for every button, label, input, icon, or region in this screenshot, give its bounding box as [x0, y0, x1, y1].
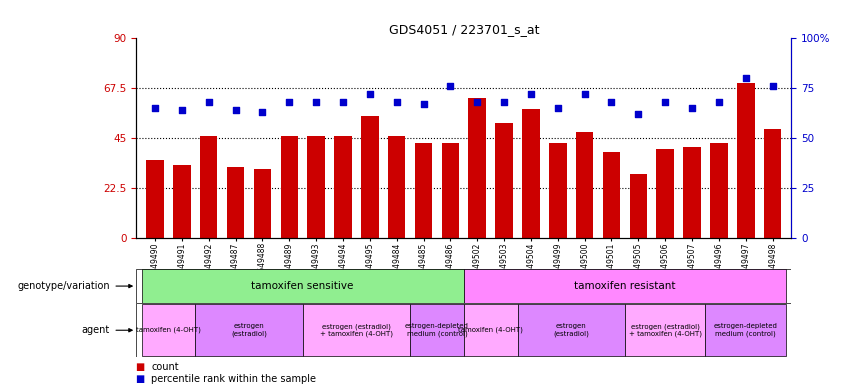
Point [443, 83, 457, 89]
Point [578, 91, 591, 98]
Bar [173, 165, 191, 238]
Bar [281, 136, 298, 238]
Bar [630, 174, 647, 238]
Point [659, 99, 672, 105]
Point [471, 99, 484, 105]
Bar [195, 305, 303, 356]
Text: ■: ■ [136, 362, 149, 372]
Text: estrogen
(estradiol): estrogen (estradiol) [553, 323, 589, 337]
Bar [307, 136, 325, 238]
Point [255, 109, 269, 115]
Bar [495, 123, 513, 238]
Bar [146, 161, 163, 238]
Bar [200, 136, 217, 238]
Bar [254, 169, 271, 238]
Bar [683, 147, 700, 238]
Text: tamoxifen (4-OHT): tamoxifen (4-OHT) [458, 327, 523, 333]
Point [524, 91, 538, 98]
Text: estrogen-depleted
medium (control): estrogen-depleted medium (control) [405, 323, 469, 337]
Point [712, 99, 726, 105]
Point [175, 107, 189, 113]
Bar [414, 143, 432, 238]
Text: percentile rank within the sample: percentile rank within the sample [151, 374, 317, 384]
Point [202, 99, 215, 105]
Bar [517, 305, 625, 356]
Point [283, 99, 296, 105]
Point [685, 105, 699, 111]
Text: estrogen-depleted
medium (control): estrogen-depleted medium (control) [714, 323, 778, 337]
Text: tamoxifen resistant: tamoxifen resistant [574, 281, 676, 291]
Bar [469, 98, 486, 238]
Text: genotype/variation: genotype/variation [17, 281, 110, 291]
Text: estrogen (estradiol)
+ tamoxifen (4-OHT): estrogen (estradiol) + tamoxifen (4-OHT) [320, 323, 393, 337]
Bar [523, 109, 540, 238]
Text: estrogen
(estradiol): estrogen (estradiol) [231, 323, 267, 337]
Point [417, 101, 431, 108]
Point [363, 91, 377, 98]
Text: agent: agent [82, 325, 110, 335]
Point [390, 99, 403, 105]
Text: tamoxifen (4-OHT): tamoxifen (4-OHT) [136, 327, 201, 333]
Point [229, 107, 243, 113]
Bar [576, 132, 593, 238]
Point [309, 99, 323, 105]
Bar [334, 136, 351, 238]
Text: tamoxifen sensitive: tamoxifen sensitive [252, 281, 354, 291]
Bar [442, 143, 459, 238]
Bar [464, 270, 786, 303]
Bar [656, 149, 674, 238]
Bar [141, 305, 195, 356]
Text: ■: ■ [136, 374, 149, 384]
Bar [227, 167, 244, 238]
Bar [711, 143, 728, 238]
Bar [410, 305, 464, 356]
Bar [603, 152, 620, 238]
Bar [705, 305, 786, 356]
Point [551, 105, 564, 111]
Title: GDS4051 / 223701_s_at: GDS4051 / 223701_s_at [389, 23, 539, 36]
Point [148, 105, 162, 111]
Bar [625, 305, 705, 356]
Point [631, 111, 645, 118]
Bar [361, 116, 379, 238]
Bar [764, 129, 781, 238]
Point [605, 99, 619, 105]
Point [766, 83, 780, 89]
Bar [737, 83, 755, 238]
Bar [141, 270, 464, 303]
Point [336, 99, 350, 105]
Point [739, 75, 752, 81]
Bar [549, 143, 567, 238]
Text: count: count [151, 362, 179, 372]
Bar [303, 305, 410, 356]
Bar [388, 136, 405, 238]
Bar [464, 305, 517, 356]
Text: estrogen (estradiol)
+ tamoxifen (4-OHT): estrogen (estradiol) + tamoxifen (4-OHT) [629, 323, 702, 337]
Point [497, 99, 511, 105]
